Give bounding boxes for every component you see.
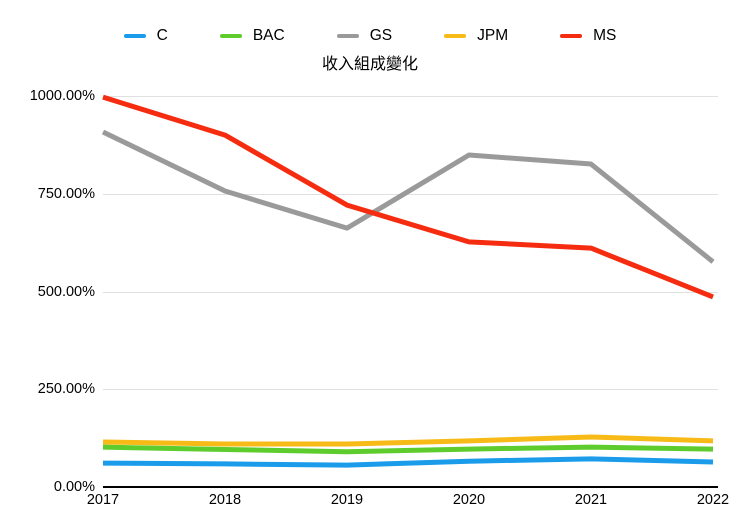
legend-label-ms: MS — [593, 27, 617, 45]
legend-label-jpm: JPM — [477, 27, 509, 45]
y-tick-label: 250.00% — [37, 381, 95, 398]
x-tick-label: 2021 — [574, 492, 608, 508]
gridline — [103, 389, 718, 391]
series-line-jpm — [102, 434, 714, 447]
y-tick-label: 750.00% — [37, 185, 95, 202]
y-tick-label: 500.00% — [37, 283, 95, 300]
series-line-c — [102, 456, 714, 468]
series-line-gs — [101, 129, 715, 264]
series-line-bac — [102, 444, 714, 455]
x-tick-label: 2022 — [696, 492, 730, 508]
gridline — [103, 96, 718, 97]
legend-swatch-bac-icon — [219, 34, 242, 38]
y-tick-label: 1000.00% — [29, 88, 95, 104]
legend-item-ms[interactable]: MS — [560, 28, 616, 44]
legend-item-bac[interactable]: BAC — [219, 27, 285, 45]
chart-legend: C BAC GS JPM MS — [0, 20, 740, 52]
legend-item-jpm[interactable]: JPM — [444, 28, 508, 44]
legend-item-c[interactable]: C — [123, 27, 168, 45]
legend-label-bac: BAC — [252, 27, 285, 45]
x-tick-label: 2018 — [208, 492, 242, 508]
legend-swatch-gs-icon — [336, 34, 359, 38]
legend-swatch-c-icon — [123, 34, 146, 38]
chart-title: 收入組成變化 — [321, 56, 418, 73]
gridline — [103, 291, 718, 293]
legend-swatch-ms-icon — [560, 34, 583, 38]
gridline — [103, 193, 718, 195]
x-axis-line — [103, 486, 718, 488]
x-tick-label: 2020 — [452, 492, 486, 508]
legend-label-c: C — [156, 27, 168, 45]
legend-swatch-jpm-icon — [444, 34, 467, 38]
legend-label-gs: GS — [369, 27, 393, 45]
y-tick-label: 0.00% — [53, 479, 95, 495]
series-line-ms — [102, 94, 714, 300]
legend-item-gs[interactable]: GS — [336, 27, 393, 45]
x-tick-label: 2017 — [86, 492, 120, 508]
x-tick-label: 2019 — [330, 492, 364, 508]
